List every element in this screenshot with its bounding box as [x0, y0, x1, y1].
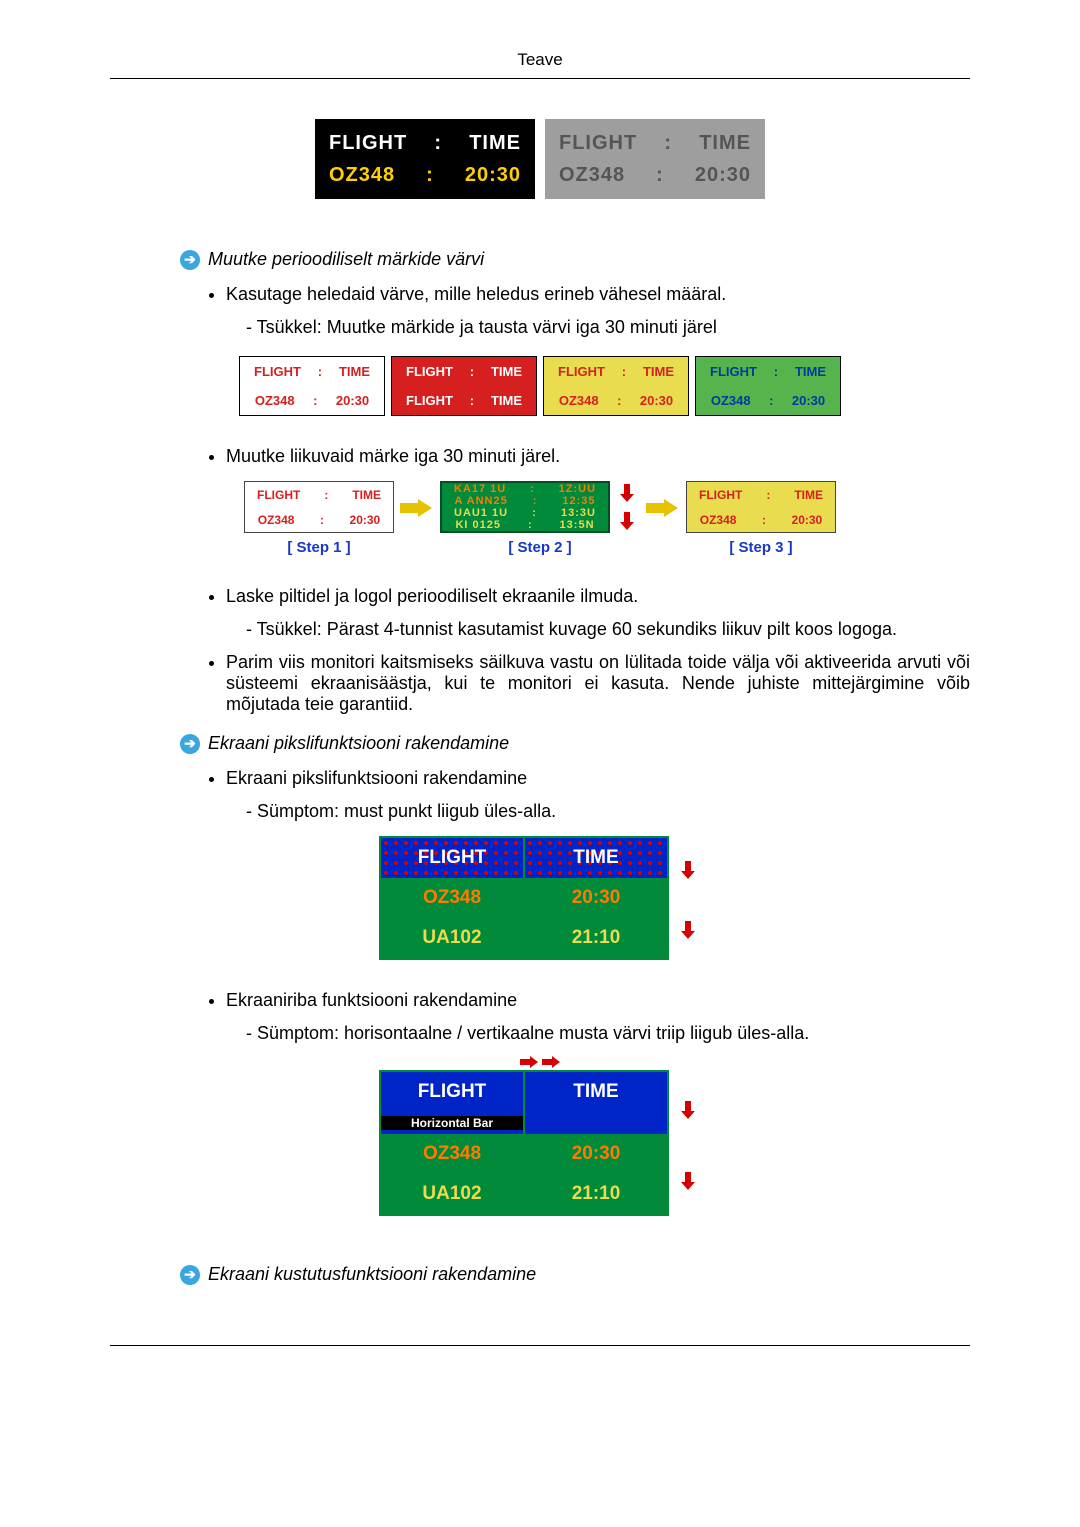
arrow-right-icon — [520, 1056, 538, 1068]
side-arrows — [675, 836, 701, 960]
label: FLIGHT — [559, 132, 637, 155]
steps-row: FLIGHT:TIMEOZ348:20:30 [ Step 1 ] KA17 1… — [110, 481, 970, 556]
label: FLIGHT — [329, 132, 407, 155]
list-item: Parim viis monitori kaitsmiseks säilkuva… — [226, 652, 970, 715]
value: OZ348 — [329, 164, 395, 187]
mini-panel: FLIGHT:TIMEOZ348:20:30 — [543, 356, 689, 416]
arrow-down-icon — [681, 861, 695, 879]
section-heading: ➔ Ekraani pikslifunktsiooni rakendamine — [180, 733, 970, 754]
text: Kasutage heledaid värve, mille heledus e… — [226, 284, 726, 304]
heading-text: Ekraani kustutusfunktsiooni rakendamine — [208, 1264, 536, 1285]
sub-text: - Sümptom: must punkt liigub üles-alla. — [246, 801, 970, 822]
body-list: Kasutage heledaid värve, mille heledus e… — [226, 284, 970, 338]
sub-text: - Tsükkel: Pärast 4-tunnist kasutamist k… — [246, 619, 970, 640]
step-block: FLIGHT:TIMEOZ348:20:30 [ Step 3 ] — [686, 481, 836, 556]
pixel-table-wrap: FLIGHTTIMEOZ34820:30UA10221:10 — [110, 836, 970, 960]
sub-text: - Sümptom: horisontaalne / vertikaalne m… — [246, 1023, 970, 1044]
text: Ekraani pikslifunktsiooni rakendamine — [226, 768, 527, 788]
arrow-right-icon — [646, 499, 680, 517]
body-list: Ekraaniriba funktsiooni rakendamine - Sü… — [226, 990, 970, 1044]
text: Ekraaniriba funktsiooni rakendamine — [226, 990, 517, 1010]
step-panel: FLIGHT:TIMEOZ348:20:30 — [244, 481, 394, 533]
step-label: [ Step 1 ] — [287, 539, 350, 556]
top-arrows — [520, 1056, 560, 1068]
panel-black: FLIGHT : TIME OZ348 : 20:30 — [315, 119, 535, 199]
section-heading: ➔ Muutke perioodiliselt märkide värvi — [180, 249, 970, 270]
arrow-down-icon — [620, 512, 634, 530]
value: 20:30 — [465, 164, 521, 187]
bar-table-wrap: FLIGHTTIMEHorizontal BarOZ34820:30UA1022… — [110, 1056, 970, 1246]
arrow-down-icon — [620, 484, 634, 502]
mini-panel: FLIGHT:TIMEOZ348:20:30 — [695, 356, 841, 416]
label: TIME — [699, 132, 751, 155]
heading-text: Ekraani pikslifunktsiooni rakendamine — [208, 733, 509, 754]
flight-table: FLIGHTTIMEOZ34820:30UA10221:10 — [379, 836, 669, 960]
arrow-right-icon — [400, 499, 434, 517]
arrow-bullet-icon: ➔ — [180, 734, 200, 754]
step-panel: FLIGHT:TIMEOZ348:20:30 — [686, 481, 836, 533]
four-panels: FLIGHT:TIMEOZ348:20:30FLIGHT:TIMEFLIGHT:… — [110, 356, 970, 416]
arrow-down-icon — [681, 1172, 695, 1190]
text: Laske piltidel ja logol perioodiliselt e… — [226, 586, 638, 606]
page: Teave FLIGHT : TIME OZ348 : 20:30 FLIGHT… — [0, 0, 1080, 1406]
panel-grey: FLIGHT : TIME OZ348 : 20:30 — [545, 119, 765, 199]
body-list: Muutke liikuvaid märke iga 30 minuti jär… — [226, 446, 970, 467]
list-item: Ekraaniriba funktsiooni rakendamine - Sü… — [226, 990, 970, 1044]
label: TIME — [469, 132, 521, 155]
arrow-right-icon — [542, 1056, 560, 1068]
list-item: Laske piltidel ja logol perioodiliselt e… — [226, 586, 970, 640]
section-heading: ➔ Ekraani kustutusfunktsiooni rakendamin… — [180, 1264, 970, 1285]
step-block: KA17 1U:1Z:UUA ANN25:12:35UAU1 1U:13:3UK… — [440, 481, 640, 556]
side-arrows — [675, 1070, 701, 1216]
body-list: Ekraani pikslifunktsiooni rakendamine - … — [226, 768, 970, 822]
top-panels: FLIGHT : TIME OZ348 : 20:30 FLIGHT : TIM… — [110, 119, 970, 199]
step-label: [ Step 2 ] — [508, 539, 571, 556]
body-list: Laske piltidel ja logol perioodiliselt e… — [226, 586, 970, 715]
list-item: Ekraani pikslifunktsiooni rakendamine - … — [226, 768, 970, 822]
step-block: FLIGHT:TIMEOZ348:20:30 [ Step 1 ] — [244, 481, 394, 556]
page-title: Teave — [110, 50, 970, 79]
step-label: [ Step 3 ] — [729, 539, 792, 556]
value: 20:30 — [695, 164, 751, 187]
arrow-down-icon — [681, 921, 695, 939]
sub-text: - Tsükkel: Muutke märkide ja tausta värv… — [246, 317, 970, 338]
arrow-bullet-icon: ➔ — [180, 250, 200, 270]
arrow-bullet-icon: ➔ — [180, 1265, 200, 1285]
mini-panel: FLIGHT:TIMEOZ348:20:30 — [239, 356, 385, 416]
footer-rule — [110, 1345, 970, 1346]
flight-table: FLIGHTTIMEHorizontal BarOZ34820:30UA1022… — [379, 1070, 669, 1216]
arrow-down-icon — [681, 1101, 695, 1119]
scramble-panel: KA17 1U:1Z:UUA ANN25:12:35UAU1 1U:13:3UK… — [440, 481, 610, 533]
heading-text: Muutke perioodiliselt märkide värvi — [208, 249, 484, 270]
value: OZ348 — [559, 164, 625, 187]
list-item: Kasutage heledaid värve, mille heledus e… — [226, 284, 970, 338]
list-item: Muutke liikuvaid märke iga 30 minuti jär… — [226, 446, 970, 467]
mini-panel: FLIGHT:TIMEFLIGHT:TIME — [391, 356, 537, 416]
